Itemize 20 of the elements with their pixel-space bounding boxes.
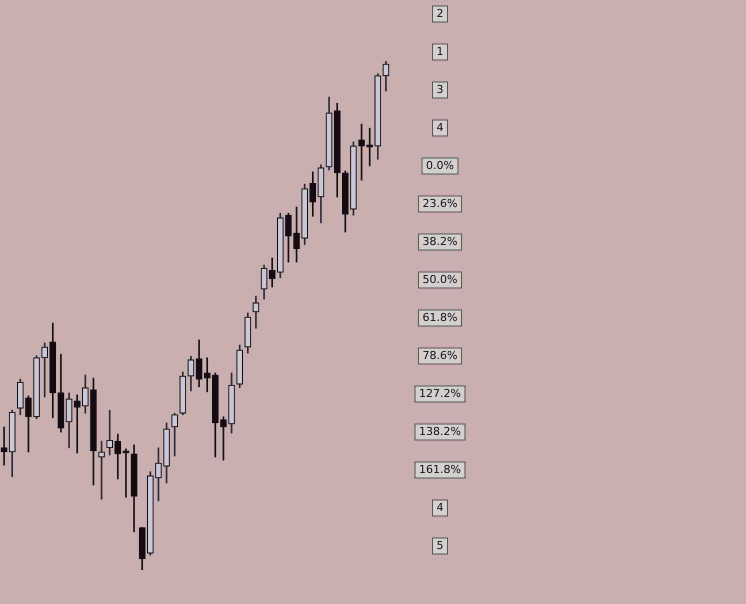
text: 0.0%	[426, 158, 454, 172]
text: 2	[436, 6, 444, 20]
text: 61.8%	[422, 310, 458, 324]
text: 38.2%	[422, 234, 458, 248]
candlestick	[220, 416, 227, 460]
text: 3	[436, 82, 444, 96]
candlestick	[122, 448, 130, 498]
text: 127.2%	[419, 386, 461, 400]
candlestick	[98, 440, 105, 500]
text: 5	[436, 538, 444, 552]
text: 1	[436, 44, 444, 58]
text: 50.0%	[422, 272, 458, 286]
text: 23.6%	[422, 196, 458, 210]
text: 78.6%	[422, 348, 458, 362]
text: 4	[436, 120, 444, 134]
candlestick	[0, 426, 8, 466]
candlestick	[358, 124, 365, 180]
text: 138.2%	[419, 424, 461, 438]
text: 4	[436, 500, 444, 514]
text: 161.8%	[419, 462, 461, 476]
